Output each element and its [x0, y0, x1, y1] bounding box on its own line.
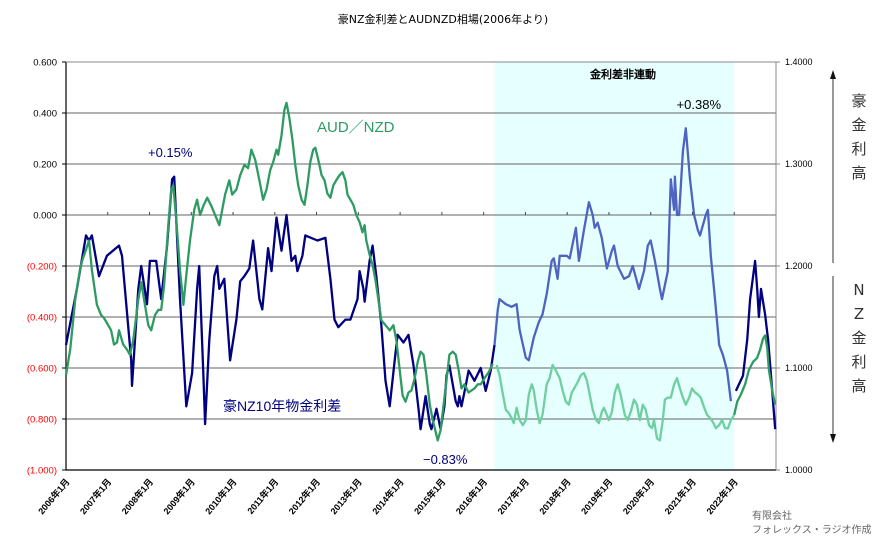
- left-tick-label: (0.600): [27, 364, 57, 375]
- x-tick-label: 2019年1月: [578, 476, 614, 516]
- side-label-char: N: [853, 281, 864, 299]
- x-tick-label: 2010年1月: [203, 476, 239, 516]
- audnzd-series-label: AUD／NZD: [317, 119, 395, 136]
- x-tick-label: 2017年1月: [495, 476, 531, 516]
- annotation-peak-2009: +0.15%: [148, 145, 193, 160]
- side-label-char: 高: [851, 164, 866, 182]
- right-tick-label: 1.3000: [785, 159, 813, 169]
- right-axis-ticks: 1.4000 1.3000 1.2000 1.1000 1.0000: [776, 57, 813, 475]
- series-lines: [64, 101, 777, 442]
- nz-higher-arrow: [830, 276, 836, 443]
- audnzd-line-highlight: [495, 363, 736, 442]
- credit-line-2: フォレックス・ラジオ作成: [752, 525, 872, 536]
- x-tick-label: 2020年1月: [620, 476, 656, 516]
- left-tick-label: 0.200: [33, 160, 57, 171]
- spread-series-label: 豪NZ10年物金利差: [223, 398, 341, 414]
- side-label-char: 高: [851, 377, 866, 395]
- credit: 有限会社 フォレックス・ラジオ作成: [752, 510, 872, 538]
- left-tick-label: 0.000: [33, 211, 57, 222]
- x-tick-label: 2011年1月: [245, 476, 281, 516]
- annotation-peak-2021: +0.38%: [677, 97, 722, 112]
- credit-line-1: 有限会社: [752, 511, 792, 522]
- left-tick-label: 0.400: [33, 109, 57, 120]
- side-label-char: 利: [851, 353, 866, 371]
- x-tick-label: 2022年1月: [704, 476, 740, 516]
- chart-title: 豪NZ金利差とAUDNZD相場(2006年より): [338, 12, 548, 26]
- audnzd-line-end: [733, 334, 777, 416]
- x-tick-label: 2018年1月: [537, 476, 573, 516]
- right-tick-label: 1.1000: [785, 363, 813, 373]
- x-tick-label: 2012年1月: [286, 476, 322, 516]
- region-label: 金利差非連動: [589, 67, 656, 81]
- aus-higher-arrow: [830, 70, 836, 263]
- x-tick-label: 2007年1月: [77, 476, 113, 516]
- x-tick-label: 2014年1月: [370, 476, 406, 516]
- x-tick-label: 2015年1月: [411, 476, 447, 516]
- spread-line: [64, 175, 496, 431]
- x-tick-label: 2009年1月: [161, 476, 197, 516]
- left-tick-label: (0.200): [27, 262, 57, 273]
- annotation-trough-2015: −0.83%: [423, 452, 468, 467]
- right-tick-label: 1.4000: [785, 57, 813, 67]
- left-axis-ticks: 0.600 0.400 0.200 0.000 (0.200) (0.400) (0.600…: [27, 58, 66, 477]
- side-label-char: 金: [851, 116, 866, 134]
- side-label-char: 利: [851, 140, 866, 158]
- spread-line-highlight: [493, 127, 733, 402]
- x-tick-label: 2006年1月: [35, 476, 71, 516]
- right-tick-label: 1.0000: [785, 465, 813, 475]
- x-tick-label: 2008年1月: [119, 476, 155, 516]
- x-tick-label: 2021年1月: [662, 476, 698, 516]
- spread-line-end: [734, 259, 777, 430]
- left-tick-label: (0.400): [27, 313, 57, 324]
- left-tick-label: 0.600: [33, 58, 57, 69]
- side-label-char: Z: [854, 305, 864, 323]
- left-tick-label: (0.800): [27, 415, 57, 426]
- audnzd-line: [64, 101, 494, 442]
- side-label-char: 金: [851, 329, 866, 347]
- right-tick-label: 1.2000: [785, 261, 813, 271]
- left-tick-label: (1.000): [27, 466, 57, 477]
- side-label-char: 豪: [851, 92, 866, 110]
- x-tick-label: 2016年1月: [453, 476, 489, 516]
- x-tick-label: 2013年1月: [328, 476, 364, 516]
